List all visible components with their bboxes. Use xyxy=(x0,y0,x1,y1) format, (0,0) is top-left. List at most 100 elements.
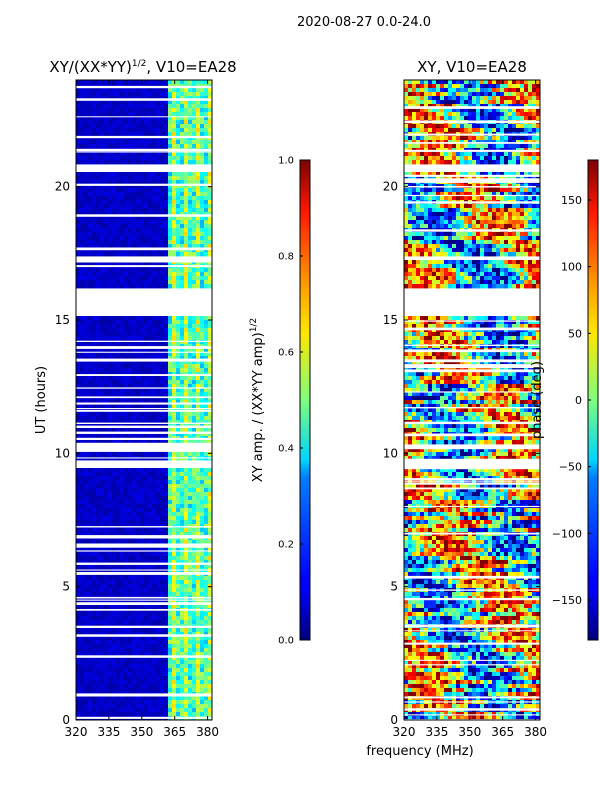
left-heatmap-cell xyxy=(92,604,97,609)
left-heatmap-cell xyxy=(160,580,165,585)
left-heatmap-cell xyxy=(204,540,209,545)
left-heatmap-cell xyxy=(172,376,177,381)
left-heatmap-cell xyxy=(92,588,97,593)
left-heatmap-cell xyxy=(204,552,209,557)
left-heatmap-cell xyxy=(84,420,89,425)
left-heatmap-cell xyxy=(204,96,209,101)
left-heatmap-cell xyxy=(128,480,133,485)
left-heatmap-cell xyxy=(128,188,133,193)
left-heatmap-cell xyxy=(192,712,197,717)
left-heatmap-cell xyxy=(88,452,93,457)
left-heatmap-cell xyxy=(184,452,189,457)
left-heatmap-cell xyxy=(76,188,81,193)
left-heatmap-cell xyxy=(148,328,153,333)
left-heatmap-cell xyxy=(132,700,137,705)
left-heatmap-cell xyxy=(92,268,97,273)
left-heatmap-cell xyxy=(148,484,153,489)
left-heatmap-cell xyxy=(108,364,113,369)
left-heatmap-cell xyxy=(164,480,169,485)
left-heatmap-cell xyxy=(124,576,129,581)
left-heatmap-cell xyxy=(116,160,121,165)
left-heatmap-cell xyxy=(196,152,201,157)
left-heatmap-cell xyxy=(164,392,169,397)
left-heatmap-cell xyxy=(76,512,81,517)
left-heatmap-cell xyxy=(208,152,212,157)
left-heatmap-cell xyxy=(200,232,205,237)
left-heatmap-cell xyxy=(112,280,117,285)
left-heatmap-cell xyxy=(136,428,141,433)
left-heatmap-cell xyxy=(128,400,133,405)
left-heatmap-cell xyxy=(168,380,173,385)
left-heatmap-cell xyxy=(136,500,141,505)
left-heatmap-cell xyxy=(80,228,85,233)
left-heatmap-cell xyxy=(104,416,109,421)
left-heatmap-cell xyxy=(108,232,113,237)
left-heatmap-cell xyxy=(100,364,105,369)
left-heatmap-cell xyxy=(104,452,109,457)
left-heatmap-cell xyxy=(200,152,205,157)
left-heatmap-cell xyxy=(200,92,205,97)
left-heatmap-cell xyxy=(76,88,81,93)
left-heatmap-cell xyxy=(132,484,137,489)
left-heatmap-cell xyxy=(112,664,117,669)
left-heatmap-cell xyxy=(204,184,209,189)
left-heatmap-cell xyxy=(88,196,93,201)
left-heatmap-cell xyxy=(84,172,89,177)
left-heatmap-cell xyxy=(92,664,97,669)
left-heatmap-cell xyxy=(176,404,181,409)
left-heatmap-cell xyxy=(180,104,185,109)
left-heatmap-cell xyxy=(176,128,181,133)
left-heatmap-cell xyxy=(200,684,205,689)
left-heatmap-cell xyxy=(192,192,197,197)
left-heatmap-cell xyxy=(176,208,181,213)
left-heatmap-cell xyxy=(208,380,212,385)
left-heatmap-cell xyxy=(132,156,137,161)
left-heatmap-cell xyxy=(176,652,181,657)
left-heatmap-cell xyxy=(172,504,177,509)
left-heatmap-cell xyxy=(100,628,105,633)
left-heatmap-cell xyxy=(108,340,113,345)
left-heatmap-cell xyxy=(80,636,85,641)
left-heatmap-cell xyxy=(196,120,201,125)
left-heatmap-cell xyxy=(204,548,209,553)
left-heatmap-cell xyxy=(128,280,133,285)
left-heatmap-cell xyxy=(148,176,153,181)
left-heatmap-cell xyxy=(152,680,157,685)
left-heatmap-cell xyxy=(160,476,165,481)
left-heatmap-cell xyxy=(156,144,161,149)
left-heatmap-cell xyxy=(104,152,109,157)
left-heatmap-cell xyxy=(168,92,173,97)
left-heatmap-cell xyxy=(180,432,185,437)
left-heatmap-cell xyxy=(192,228,197,233)
left-heatmap-cell xyxy=(108,336,113,341)
left-heatmap-cell xyxy=(80,360,85,365)
left-heatmap-cell xyxy=(136,96,141,101)
left-heatmap-cell xyxy=(164,388,169,393)
left-heatmap-cell xyxy=(188,124,193,129)
left-heatmap-cell xyxy=(200,220,205,225)
left-heatmap-cell xyxy=(136,368,141,373)
left-heatmap-cell xyxy=(196,240,201,245)
left-heatmap-cell xyxy=(132,324,137,329)
left-heatmap-cell xyxy=(100,656,105,661)
left-heatmap-cell xyxy=(84,592,89,597)
left-heatmap-cell xyxy=(76,272,81,277)
left-heatmap-cell xyxy=(136,664,141,669)
left-heatmap-cell xyxy=(132,92,137,97)
left-heatmap-cell xyxy=(172,616,177,621)
left-heatmap-cell xyxy=(176,140,181,145)
left-heatmap-cell xyxy=(152,360,157,365)
left-heatmap-cell xyxy=(144,648,149,653)
left-heatmap-cell xyxy=(120,320,125,325)
left-heatmap-cell xyxy=(132,576,137,581)
left-heatmap-cell xyxy=(136,88,141,93)
left-heatmap-cell xyxy=(196,400,201,405)
left-heatmap-cell xyxy=(200,192,205,197)
left-heatmap-cell xyxy=(164,604,169,609)
left-heatmap-cell xyxy=(180,188,185,193)
left-heatmap-cell xyxy=(152,88,157,93)
left-heatmap-cell xyxy=(132,632,137,637)
left-heatmap-cell xyxy=(100,640,105,645)
left-heatmap-cell xyxy=(120,124,125,129)
left-heatmap-cell xyxy=(148,140,153,145)
